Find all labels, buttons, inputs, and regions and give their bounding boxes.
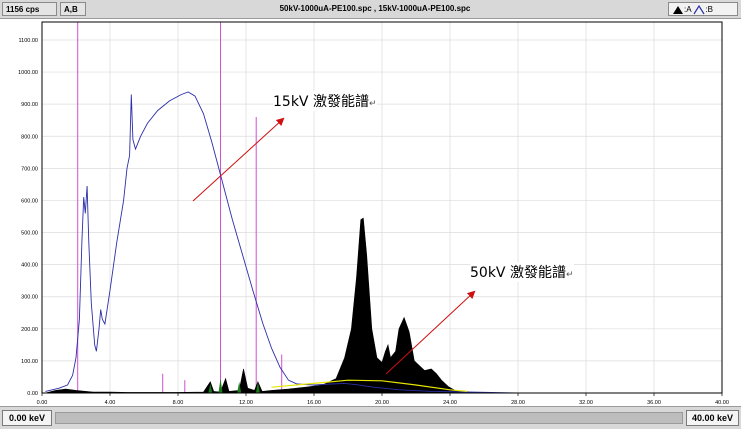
x-tick-label: 8.00 (173, 400, 184, 406)
series-a-area (45, 217, 476, 394)
file-names: 50kV-1000uA-PE100.spc , 15kV-1000uA-PE10… (279, 4, 471, 13)
spectrum-tags[interactable]: A,B (60, 2, 86, 16)
y-tick-label: 1100.00 (19, 38, 38, 44)
arrow-15kv (192, 117, 285, 202)
footer-bar: 0.00 keV 40.00 keV (0, 406, 741, 429)
series-group (45, 91, 519, 394)
filled-triangle-icon (673, 5, 683, 14)
y-tick-label: 100.00 (21, 359, 38, 365)
horizontal-scrollbar[interactable] (55, 412, 683, 424)
y-tick-label: 0.00 (27, 391, 38, 397)
y-tick-label: 600.00 (21, 198, 38, 204)
x-axis-ticks: 0.00 4.00 8.00 12.00 16.00 20.00 24.00 28.00 32.… (37, 393, 729, 406)
annotation-50kv: 50kV 激發能譜↵ (470, 262, 574, 282)
y-tick-label: 400.00 (21, 263, 38, 269)
x-tick-label: 20.00 (375, 400, 389, 406)
range-end-readout: 40.00 keV (686, 410, 739, 426)
y-tick-label: 500.00 (21, 231, 38, 237)
annotation-arrows (192, 117, 476, 375)
cps-readout: 1156 cps (2, 2, 57, 16)
green-peak (237, 381, 242, 393)
y-axis-ticks: 0.00 100.00 200.00 300.00 400.00 500.00 600.00… (18, 38, 38, 397)
legend[interactable]: :A :B (668, 2, 738, 16)
outline-triangle-icon (693, 4, 705, 15)
return-mark: ↵ (565, 270, 574, 280)
legend-a-label: :A (684, 5, 692, 14)
header-bar: 1156 cps A,B 50kV-1000uA-PE100.spc , 15k… (0, 0, 741, 19)
arrow-50kv (385, 290, 476, 375)
grid (42, 22, 722, 393)
return-mark: ↵ (368, 99, 377, 109)
x-tick-label: 36.00 (647, 400, 661, 406)
y-tick-label: 200.00 (21, 327, 38, 333)
spectrum-chart[interactable]: 0.00 100.00 200.00 300.00 400.00 500.00 600.00… (0, 19, 741, 406)
x-tick-label: 40.00 (715, 400, 729, 406)
green-peak (255, 381, 260, 393)
series-b-line (45, 91, 519, 394)
x-tick-label: 4.00 (105, 400, 116, 406)
energy-markers (77, 22, 283, 393)
y-tick-label: 900.00 (21, 102, 38, 108)
annotation-15kv-text: 15kV 激發能譜 (273, 94, 369, 110)
x-tick-label: 32.00 (579, 400, 593, 406)
green-peak (208, 384, 213, 393)
background-line (271, 379, 468, 392)
plot-frame (41, 21, 723, 394)
green-peak (218, 378, 223, 393)
y-tick-label: 300.00 (21, 295, 38, 301)
x-tick-label: 24.00 (443, 400, 457, 406)
legend-b-label: :B (705, 5, 713, 14)
y-tick-label: 800.00 (21, 134, 38, 140)
y-tick-label: 1000.00 (18, 70, 38, 76)
y-tick-label: 700.00 (21, 166, 38, 172)
x-tick-label: 0.00 (37, 400, 48, 406)
x-tick-label: 16.00 (307, 400, 321, 406)
annotation-50kv-text: 50kV 激發能譜 (470, 265, 566, 281)
x-tick-label: 28.00 (511, 400, 525, 406)
x-tick-label: 12.00 (239, 400, 253, 406)
range-start-readout: 0.00 keV (2, 410, 52, 426)
annotation-15kv: 15kV 激發能譜↵ (273, 91, 377, 111)
